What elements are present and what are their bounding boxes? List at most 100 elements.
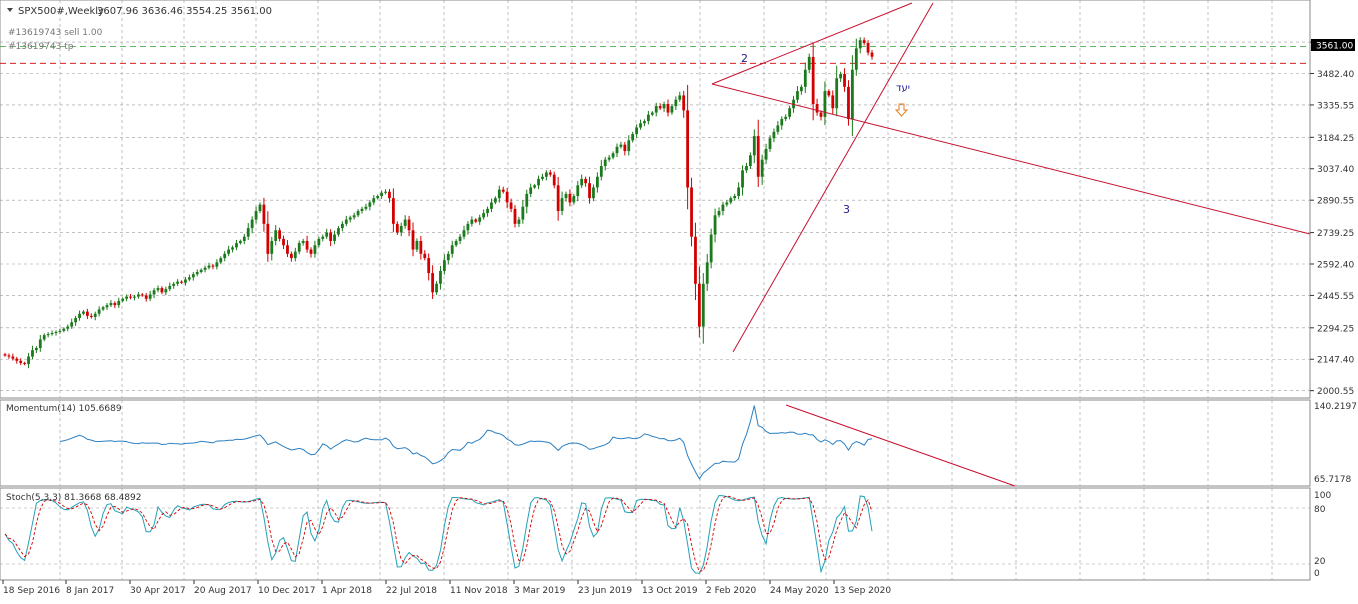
- candle-body: [556, 185, 560, 211]
- candle-body: [866, 42, 870, 53]
- stoch-tick-80: 80: [1314, 505, 1326, 515]
- candle-body: [117, 300, 121, 306]
- price-tick-label: 2147.40: [1317, 356, 1354, 366]
- candle-body: [454, 240, 458, 246]
- candle-body: [199, 269, 203, 272]
- candle-body: [364, 206, 368, 209]
- candle-body: [121, 298, 125, 301]
- candle-body: [529, 187, 533, 194]
- candle-body: [486, 208, 489, 214]
- candle-body: [172, 283, 176, 286]
- candle-body: [180, 281, 183, 283]
- candle-body: [395, 223, 399, 233]
- candle-body: [415, 240, 419, 250]
- candle-body: [850, 69, 854, 119]
- candle-body: [799, 86, 803, 92]
- candle-body: [101, 307, 105, 310]
- time-tick-label: 18 Sep 2016: [3, 586, 60, 596]
- candle-body: [682, 95, 686, 111]
- candle-body: [109, 303, 113, 306]
- candle-body: [576, 185, 580, 197]
- candle-body: [337, 228, 340, 235]
- candle-body: [187, 277, 191, 280]
- candle-body: [113, 303, 117, 306]
- candle-body: [603, 159, 607, 167]
- momentum-pane[interactable]: [0, 399, 1311, 487]
- candle-body: [46, 334, 50, 336]
- candle-body: [352, 215, 356, 218]
- candle-body: [160, 288, 164, 293]
- candle-body: [811, 56, 815, 104]
- stoch-pane[interactable]: [0, 487, 1311, 581]
- candle-body: [34, 347, 38, 351]
- candle-body: [105, 305, 109, 308]
- price-tick-label: 2445.55: [1317, 292, 1354, 302]
- candle-body: [521, 206, 525, 220]
- price-tick-label: 2890.55: [1317, 197, 1354, 207]
- price-tag-text: 3561.00: [1316, 42, 1353, 52]
- candle-body: [148, 294, 152, 299]
- candle-body: [450, 245, 454, 254]
- candle-body: [38, 339, 42, 348]
- candle-body: [862, 40, 866, 43]
- candle-body: [721, 204, 725, 211]
- price-pane[interactable]: [0, 0, 1311, 399]
- price-tick-label: 2739.25: [1317, 229, 1354, 239]
- candle-body: [219, 258, 223, 263]
- candle-body: [627, 140, 631, 152]
- candle-body: [360, 208, 364, 211]
- candle-body: [399, 225, 403, 233]
- candle-body: [658, 106, 662, 109]
- candle-body: [372, 198, 376, 203]
- candle-body: [666, 103, 670, 113]
- candle-body: [537, 178, 540, 186]
- candle-body: [215, 262, 219, 267]
- momentum-series: [59, 404, 1016, 487]
- candle-body: [564, 193, 568, 199]
- candle-body: [525, 193, 529, 207]
- time-tick-label: 8 Jan 2017: [66, 586, 114, 596]
- order-lines: [0, 46, 1310, 64]
- candle-body: [870, 52, 874, 57]
- candle-body: [19, 360, 23, 363]
- candle-body: [423, 253, 427, 259]
- candle-body: [756, 136, 760, 177]
- candle-body: [246, 228, 250, 237]
- target-label[interactable]: יעד: [896, 83, 910, 94]
- candle-body: [156, 288, 160, 291]
- candle-body: [493, 198, 497, 203]
- wave-3-label[interactable]: 3: [843, 203, 850, 216]
- candle-body: [140, 294, 144, 296]
- trend-line: [711, 83, 1311, 235]
- candle-body: [203, 267, 207, 270]
- sell-arrow-icon[interactable]: [894, 103, 909, 117]
- candle-body: [631, 133, 635, 141]
- candle-body: [490, 202, 493, 209]
- price-tick-label: 2592.40: [1317, 260, 1354, 270]
- candle-body: [258, 204, 262, 211]
- candle-body: [317, 238, 321, 246]
- candle-body: [27, 356, 30, 365]
- candle-body: [858, 40, 862, 49]
- candle-body: [333, 234, 336, 241]
- candle-body: [164, 289, 168, 293]
- tp-order-label[interactable]: #13619743 tp: [8, 42, 74, 52]
- candle-body: [289, 253, 293, 259]
- candle-body: [788, 108, 792, 117]
- momentum-line: [59, 405, 873, 480]
- wave-2-label[interactable]: 2: [741, 52, 748, 65]
- trend-line: [732, 2, 934, 353]
- candle-body: [66, 326, 70, 329]
- candle-body: [89, 315, 93, 317]
- candle-body: [725, 202, 729, 205]
- grid-lines: [0, 0, 1310, 580]
- price-tick-label: 3037.40: [1317, 165, 1354, 175]
- sell-order-label[interactable]: #13619743 sell 1.00: [8, 28, 103, 38]
- candle-body: [815, 103, 819, 113]
- candle-body: [674, 99, 678, 107]
- candle-body: [639, 123, 642, 128]
- collapse-triangle-icon[interactable]: [7, 8, 13, 12]
- candle-body: [227, 249, 231, 254]
